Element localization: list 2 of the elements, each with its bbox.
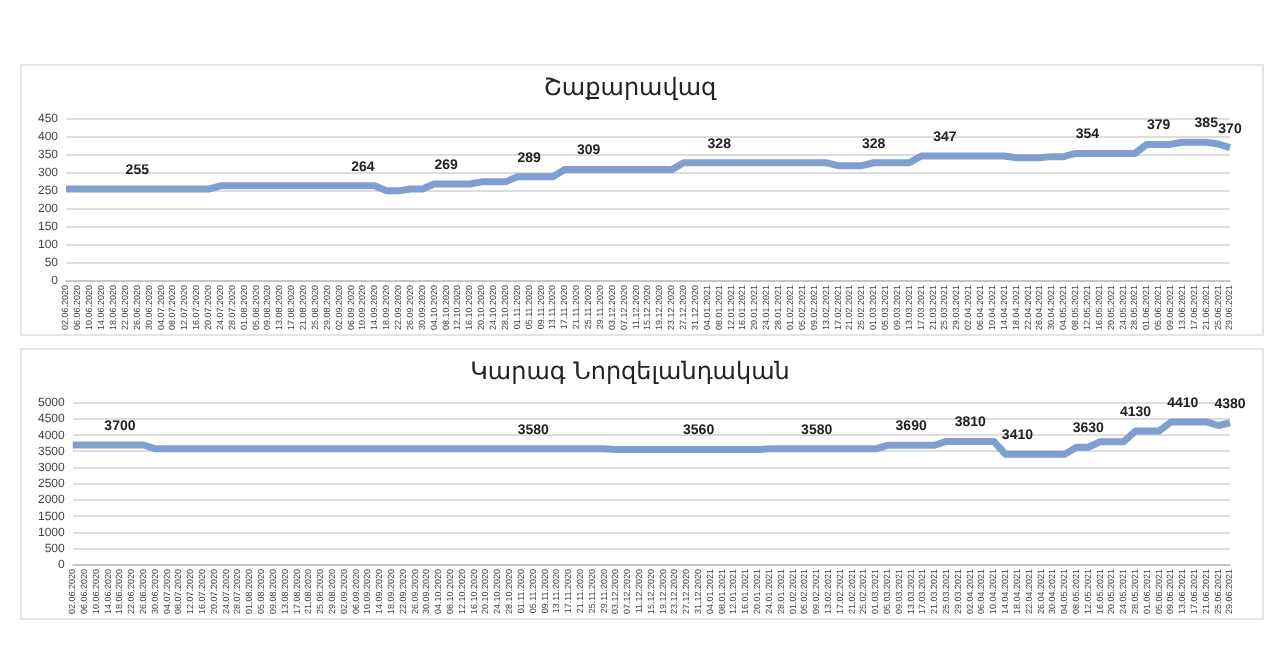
chart-title: Շաքարավազ (543, 72, 718, 101)
chart-title: Կարագ Նորզելանդական (470, 356, 790, 385)
